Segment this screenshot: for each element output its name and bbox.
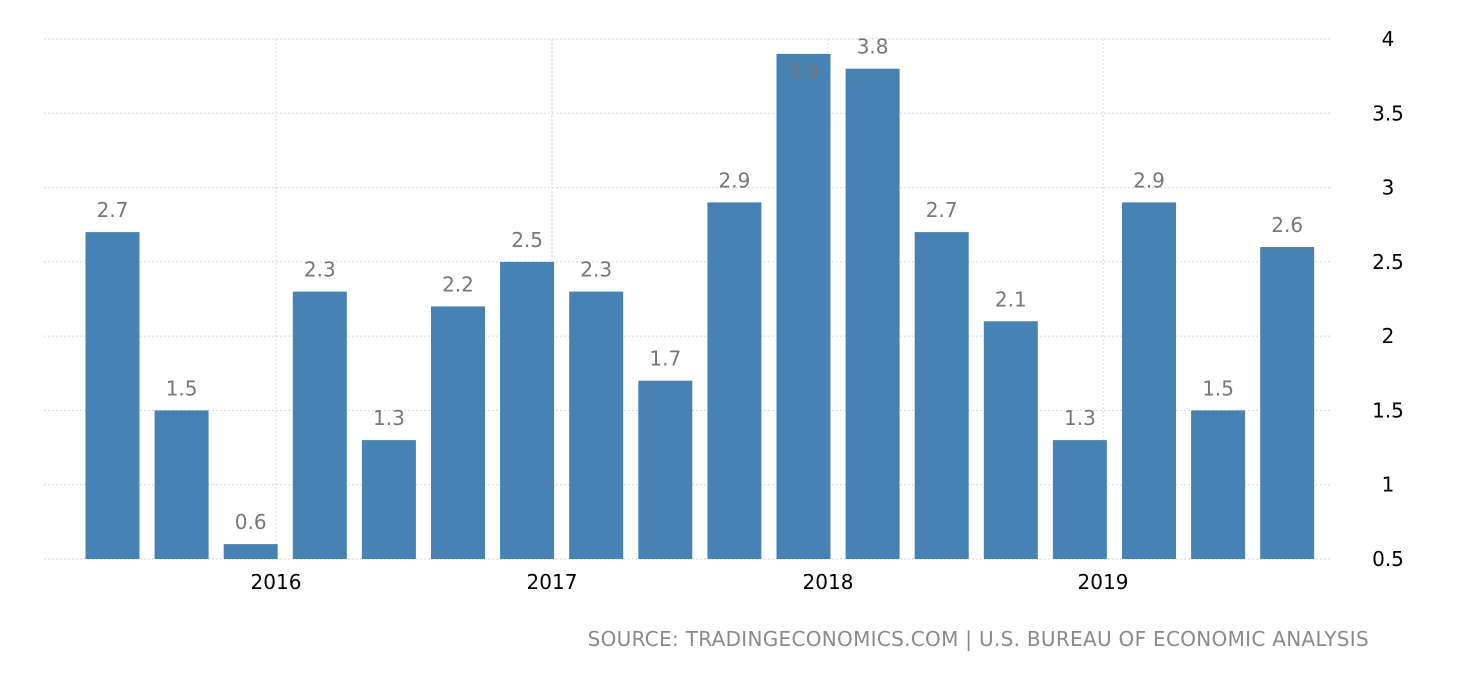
data-label: 3.9: [788, 59, 820, 83]
bar: [431, 306, 485, 559]
y-tick-label: 0.5: [1372, 547, 1404, 571]
y-tick-label: 1.5: [1372, 398, 1404, 422]
bar: [1191, 410, 1246, 559]
data-label: 1.3: [1064, 406, 1096, 430]
x-tick-label: 2018: [803, 570, 854, 594]
y-tick-label: 3: [1382, 176, 1395, 200]
bar: [776, 53, 831, 560]
bar: [707, 202, 762, 559]
bar: [845, 68, 900, 559]
data-label: 2.9: [718, 168, 750, 192]
data-label: 2.7: [926, 198, 958, 222]
x-tick-label: 2019: [1078, 570, 1129, 594]
bar: [154, 410, 209, 559]
y-tick-label: 2.5: [1372, 250, 1404, 274]
bar: [361, 440, 416, 559]
data-label: 1.5: [166, 376, 198, 400]
bar: [569, 291, 624, 559]
bar: [500, 261, 555, 559]
y-tick-label: 1: [1382, 473, 1395, 497]
y-axis: 0.5 1 1.5 2 2.5 3 3.5 4: [1372, 27, 1404, 571]
bar: [983, 321, 1038, 559]
source-note: SOURCE: TRADINGECONOMICS.COM | U.S. BURE…: [587, 627, 1369, 651]
data-labels: 2.7 1.5 0.6 2.3 1.3 2.2 2.5 2.3 1.7 2.9 3.9 3.8 2.7 2…: [97, 35, 1304, 534]
bar: [914, 232, 969, 559]
x-axis: 2016 2017 2018 2019: [251, 570, 1129, 594]
bar: [1052, 440, 1107, 559]
data-label: 1.3: [373, 406, 405, 430]
bars: [85, 53, 1315, 560]
data-label: 3.8: [857, 35, 889, 59]
bar: [1260, 247, 1315, 559]
data-label: 2.9: [1133, 168, 1165, 192]
data-label: 2.7: [97, 198, 129, 222]
bar: [1122, 202, 1176, 559]
bar: [292, 291, 347, 559]
x-tick-label: 2016: [251, 570, 302, 594]
bar: [85, 232, 140, 559]
data-label: 2.3: [304, 258, 336, 282]
x-tick-label: 2017: [527, 570, 578, 594]
bar: [223, 544, 278, 559]
data-label: 0.6: [235, 510, 267, 534]
data-label: 1.7: [649, 347, 681, 371]
data-label: 2.3: [580, 258, 612, 282]
data-label: 2.6: [1271, 213, 1303, 237]
y-tick-label: 3.5: [1372, 101, 1404, 125]
data-label: 2.2: [442, 272, 474, 296]
data-label: 2.1: [995, 287, 1027, 311]
bar: [638, 380, 693, 559]
data-label: 1.5: [1202, 376, 1234, 400]
y-tick-label: 2: [1382, 324, 1395, 348]
data-label: 2.5: [511, 228, 543, 252]
y-tick-label: 4: [1382, 27, 1395, 51]
